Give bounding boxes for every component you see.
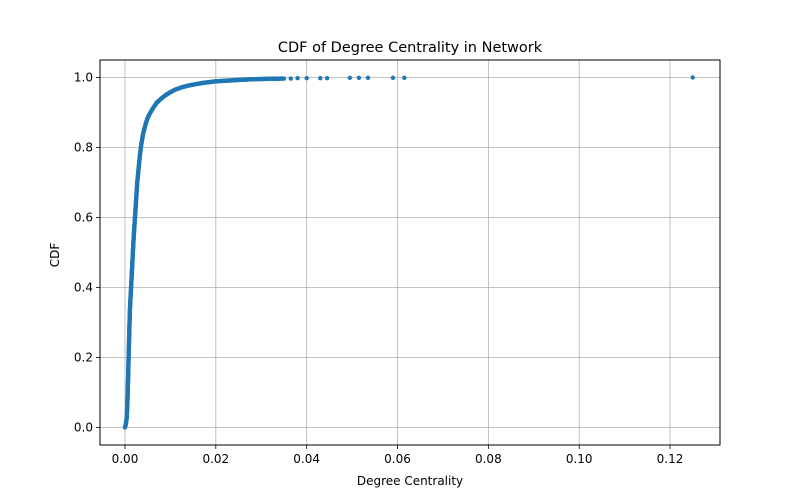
chart-title: CDF of Degree Centrality in Network: [278, 40, 543, 56]
cdf-point: [390, 75, 396, 81]
y-axis-ticks: 0.0 0.2 0.4 0.6 0.8 1.0: [74, 71, 100, 435]
cdf-point: [690, 75, 695, 80]
x-axis-label: Degree Centrality: [357, 474, 463, 488]
x-tick-label: 0.02: [202, 452, 229, 466]
plot-frame: [99, 59, 721, 446]
cdf-point: [365, 75, 371, 81]
y-tick-label: 0.0: [74, 421, 93, 435]
x-tick-label: 0.00: [112, 452, 139, 466]
y-tick-label: 0.4: [74, 281, 93, 295]
data-points: [122, 75, 695, 430]
y-tick-label: 0.6: [74, 211, 93, 225]
cdf-point: [347, 75, 353, 81]
x-tick-label: 0.08: [475, 452, 502, 466]
x-tick-label: 0.06: [384, 452, 411, 466]
cdf-point: [324, 76, 330, 81]
grid-lines: [100, 60, 720, 445]
cdf-point: [356, 75, 362, 81]
x-tick-label: 0.04: [293, 452, 320, 466]
cdf-point: [304, 76, 309, 81]
y-tick-label: 0.8: [74, 141, 93, 155]
cdf-point: [318, 76, 323, 81]
x-tick-label: 0.10: [566, 452, 593, 466]
cdf-point: [295, 76, 300, 81]
cdf-point: [281, 76, 287, 81]
x-tick-label: 0.12: [657, 452, 684, 466]
y-tick-label: 0.2: [74, 351, 93, 365]
cdf-point: [402, 75, 407, 81]
x-axis-ticks: 0.00 0.02 0.04 0.06 0.08 0.10 0.12: [112, 445, 684, 466]
y-axis-label: CDF: [48, 243, 62, 268]
cdf-point: [288, 76, 293, 81]
y-tick-label: 1.0: [74, 71, 93, 85]
